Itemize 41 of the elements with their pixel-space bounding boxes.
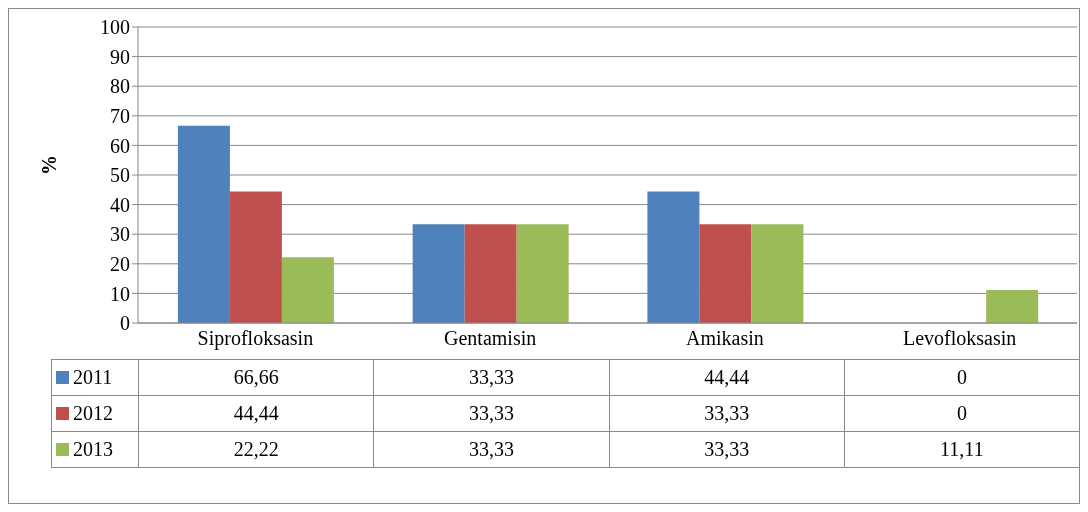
y-tick-label: 0 — [120, 312, 130, 335]
data-label: 33,33 — [373, 395, 609, 432]
data-label: 44,44 — [609, 359, 845, 396]
x-tick-label: Siprofloksasin — [197, 327, 314, 351]
y-tick-label: 80 — [110, 75, 130, 98]
y-tick-label: 60 — [110, 134, 130, 157]
data-label: 66,66 — [138, 359, 374, 396]
data-label: 11,11 — [844, 431, 1080, 468]
y-tick-label: 30 — [110, 223, 130, 246]
data-label: 0 — [844, 359, 1080, 396]
data-label: 33,33 — [609, 395, 845, 432]
bar — [986, 290, 1039, 323]
x-tick-label: Amikasin — [685, 327, 764, 350]
y-tick-label: 90 — [110, 45, 130, 68]
y-tick-label: 10 — [110, 282, 130, 305]
data-label: 33,33 — [373, 431, 609, 468]
bar — [412, 224, 465, 323]
bar — [464, 224, 517, 323]
bar — [647, 191, 700, 323]
y-tick-label: 20 — [110, 252, 130, 275]
bar — [229, 191, 282, 323]
data-label: 44,44 — [138, 395, 374, 432]
data-label: 0 — [844, 395, 1080, 432]
y-tick-label: 70 — [110, 104, 130, 127]
x-tick-label: Gentamisin — [444, 327, 537, 350]
y-tick-label: 50 — [110, 164, 130, 187]
y-tick-label: 100 — [100, 16, 130, 39]
legend-label: 2012 — [51, 395, 139, 432]
legend-label: 2011 — [51, 359, 139, 396]
data-label: 33,33 — [609, 431, 845, 468]
x-tick-label: Levofloksasin — [902, 327, 1017, 350]
bar — [751, 224, 804, 323]
bar — [281, 257, 334, 323]
data-label: 22,22 — [138, 431, 374, 468]
data-label: 33,33 — [373, 359, 609, 396]
legend-label: 2013 — [51, 431, 139, 468]
bar — [177, 125, 230, 323]
y-axis-title: % — [38, 155, 61, 175]
bar — [699, 224, 752, 323]
bar — [516, 224, 569, 323]
y-tick-label: 40 — [110, 193, 130, 216]
